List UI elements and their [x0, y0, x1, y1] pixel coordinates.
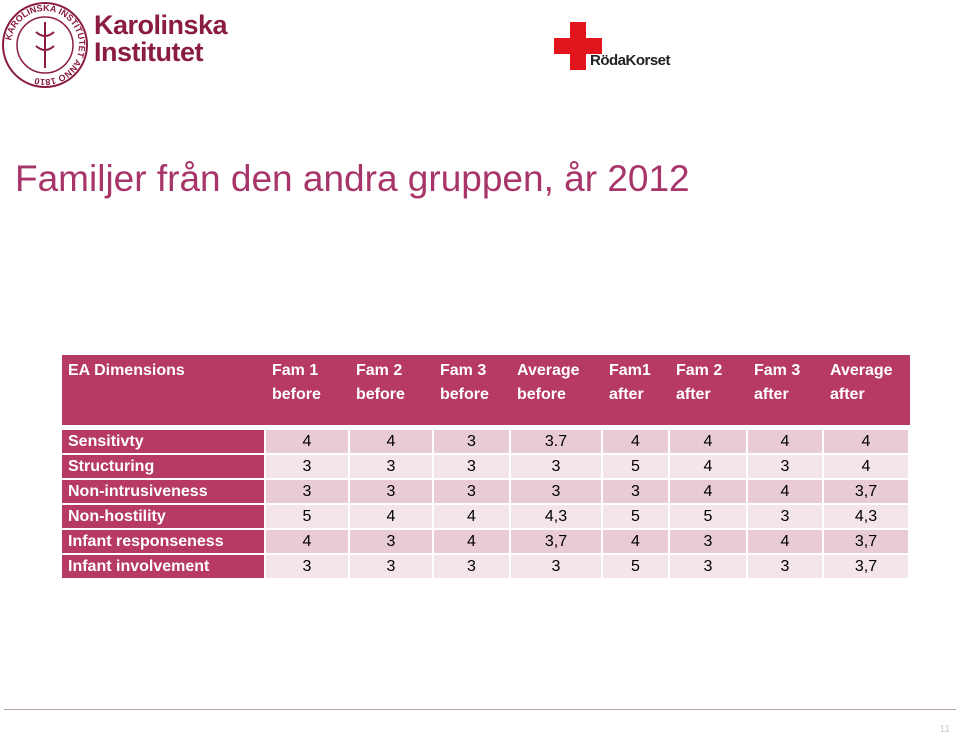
cell: 3	[511, 480, 603, 505]
header-cell: Fam 3 before	[434, 355, 511, 425]
header-line: after	[830, 386, 865, 403]
cell: 3	[266, 480, 350, 505]
cell: 3	[350, 455, 434, 480]
header-line: after	[754, 386, 789, 403]
table-row: Non-intrusiveness 3 3 3 3 3 4 4 3,7	[62, 480, 910, 505]
cell: 3	[670, 530, 748, 555]
cell: 4	[434, 530, 511, 555]
rk-name: RödaKorset	[590, 52, 671, 69]
cell: 3	[350, 555, 434, 580]
cell: 5	[670, 505, 748, 530]
cell: 4	[748, 530, 824, 555]
cell: 4	[603, 530, 670, 555]
header-line: Average	[830, 362, 893, 379]
cell: 4	[748, 425, 824, 455]
cell: 4	[266, 530, 350, 555]
cell: 3,7	[824, 555, 910, 580]
header-cell: Fam 3 after	[748, 355, 824, 425]
footer-rule	[4, 709, 956, 710]
table-row: Sensitivty 4 4 3 3.7 4 4 4 4	[62, 425, 910, 455]
row-label: Non-intrusiveness	[62, 480, 266, 505]
cell: 3	[434, 480, 511, 505]
header-line: before	[517, 386, 566, 403]
header-cell: EA Dimensions	[62, 355, 266, 425]
cell: 3	[434, 455, 511, 480]
header-cell: Fam 2 after	[670, 355, 748, 425]
header-row: EA Dimensions Fam 1 before Fam 2 before Fam 3…	[62, 355, 910, 425]
table-row: Infant involvement 3 3 3 3 5 3 3 3,7	[62, 555, 910, 580]
cell: 3	[350, 530, 434, 555]
cell: 3	[670, 555, 748, 580]
table-row: Non-hostility 5 4 4 4,3 5 5 3 4,3	[62, 505, 910, 530]
cell: 3,7	[824, 480, 910, 505]
cell: 4	[824, 455, 910, 480]
cell: 3	[350, 480, 434, 505]
cell: 3,7	[824, 530, 910, 555]
ki-name-line: Institutet	[94, 37, 204, 67]
cell: 3	[603, 480, 670, 505]
header-line: Fam 3	[440, 362, 487, 379]
cell: 4	[603, 425, 670, 455]
header-line: Fam1	[609, 362, 651, 379]
header-line: Fam 2	[676, 362, 723, 379]
header-cell: Fam1 after	[603, 355, 670, 425]
cell: 5	[603, 455, 670, 480]
cell: 4	[824, 425, 910, 455]
cell: 3	[266, 555, 350, 580]
header-cell: Average before	[511, 355, 603, 425]
cell: 4	[266, 425, 350, 455]
cell: 4	[350, 425, 434, 455]
cell: 4	[350, 505, 434, 530]
cell: 4	[670, 455, 748, 480]
header-line: after	[609, 386, 644, 403]
header-line: Average	[517, 362, 580, 379]
header-line: Fam 1	[272, 362, 319, 379]
header-line: before	[440, 386, 489, 403]
cell: 4,3	[511, 505, 603, 530]
ki-name-line: Karolinska	[94, 10, 228, 40]
ki-name: Karolinska Institutet	[94, 10, 228, 67]
table-row: Structuring 3 3 3 3 5 4 3 4	[62, 455, 910, 480]
cell: 4	[670, 480, 748, 505]
cell: 3	[748, 455, 824, 480]
cell: 4	[434, 505, 511, 530]
header-cell: Average after	[824, 355, 910, 425]
cell: 4	[748, 480, 824, 505]
header-line: before	[356, 386, 405, 403]
page-number: 11	[939, 724, 950, 735]
table-row: Infant responseness 4 3 4 3,7 4 3 4 3,7	[62, 530, 910, 555]
cell: 4,3	[824, 505, 910, 530]
cell: 3.7	[511, 425, 603, 455]
header-cell: Fam 1 before	[266, 355, 350, 425]
header-line: after	[676, 386, 711, 403]
slide-title: Familjer från den andra gruppen, år 2012	[15, 158, 690, 199]
cell: 3	[266, 455, 350, 480]
header-cell: Fam 2 before	[350, 355, 434, 425]
row-label: Infant responseness	[62, 530, 266, 555]
ea-table: EA Dimensions Fam 1 before Fam 2 before Fam 3…	[62, 355, 910, 580]
header-line: EA Dimensions	[68, 362, 185, 379]
cell: 3	[748, 555, 824, 580]
cell: 5	[603, 555, 670, 580]
red-cross	[554, 22, 602, 70]
cell: 3	[748, 505, 824, 530]
row-label: Structuring	[62, 455, 266, 480]
cell: 3	[511, 555, 603, 580]
row-label: Infant involvement	[62, 555, 266, 580]
cell: 4	[670, 425, 748, 455]
row-label: Sensitivty	[62, 425, 266, 455]
header-line: Fam 3	[754, 362, 801, 379]
cell: 5	[266, 505, 350, 530]
cell: 3,7	[511, 530, 603, 555]
header-line: Fam 2	[356, 362, 403, 379]
ki-seal: KAROLINSKA INSTITUTET ANNO 1810	[2, 2, 88, 88]
cell: 5	[603, 505, 670, 530]
row-label: Non-hostility	[62, 505, 266, 530]
cell: 3	[434, 555, 511, 580]
cell: 3	[511, 455, 603, 480]
cell: 3	[434, 425, 511, 455]
header-line: before	[272, 386, 321, 403]
